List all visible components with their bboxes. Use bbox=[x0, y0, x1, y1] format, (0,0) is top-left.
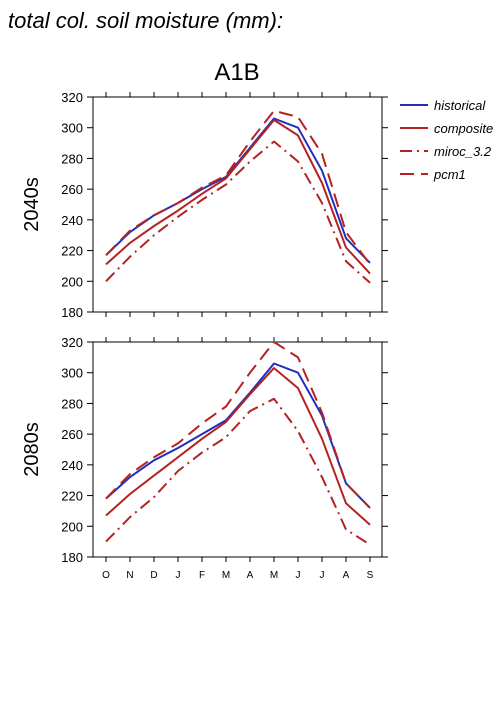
chart-panels: 180 200 220 240 260 280 300 320 2040s 180 200 220 24… bbox=[21, 90, 388, 581]
x-tick-label: O bbox=[102, 570, 110, 581]
panel-2040s: 180 200 220 240 260 280 300 320 2040s bbox=[21, 90, 388, 320]
x-tick-label: F bbox=[199, 570, 205, 581]
series-line-miroc-3-2 bbox=[105, 397, 371, 546]
row-label: 2040s bbox=[21, 177, 43, 232]
panel-2080s: 180 200 220 240 260 280 300 320 2080s O N D J F M A M J J A… bbox=[21, 335, 388, 581]
x-tick-label: S bbox=[367, 570, 374, 581]
series-line-composite bbox=[105, 367, 371, 526]
series-line-historical bbox=[105, 362, 371, 509]
series-line-pcm1 bbox=[105, 109, 371, 265]
x-tick-label: D bbox=[150, 570, 157, 581]
series-line-historical bbox=[105, 117, 371, 264]
y-tick-label: 280 bbox=[61, 396, 83, 411]
y-tick-label: 200 bbox=[61, 274, 83, 289]
x-tick-label: M bbox=[270, 570, 278, 581]
y-tick-label: 260 bbox=[61, 182, 83, 197]
y-tick-label: 280 bbox=[61, 151, 83, 166]
y-tick-label: 240 bbox=[61, 213, 83, 228]
y-tick-label: 180 bbox=[61, 305, 83, 320]
legend-label: historical bbox=[434, 98, 486, 113]
legend-label: pcm1 bbox=[433, 167, 466, 182]
y-tick-label: 220 bbox=[61, 244, 83, 259]
y-tick-label: 260 bbox=[61, 427, 83, 442]
y-tick-label: 240 bbox=[61, 458, 83, 473]
x-tick-label: A bbox=[247, 570, 254, 581]
x-tick-label: J bbox=[176, 570, 181, 581]
x-tick-label: J bbox=[320, 570, 325, 581]
legend-label: composite bbox=[434, 121, 493, 136]
panel-frame bbox=[92, 341, 383, 558]
scenario-title: A1B bbox=[214, 59, 259, 86]
y-tick-label: 320 bbox=[61, 90, 83, 105]
figure-title: total col. soil moisture (mm): bbox=[8, 8, 283, 33]
series-line-pcm1 bbox=[105, 341, 371, 509]
y-tick-label: 220 bbox=[61, 489, 83, 504]
x-tick-label: A bbox=[343, 570, 350, 581]
y-tick-label: 320 bbox=[61, 335, 83, 350]
row-label: 2080s bbox=[21, 422, 43, 477]
legend-label: miroc_3.2 bbox=[434, 144, 492, 159]
series-line-miroc-3-2 bbox=[105, 140, 371, 284]
x-tick-label: N bbox=[126, 570, 133, 581]
y-tick-label: 300 bbox=[61, 366, 83, 381]
panel-frame bbox=[92, 96, 383, 313]
chart-legend: historical composite miroc_3.2 pcm1 bbox=[400, 98, 493, 182]
y-tick-label: 180 bbox=[61, 550, 83, 565]
series-line-composite bbox=[105, 119, 371, 275]
x-tick-label: M bbox=[222, 570, 230, 581]
y-tick-label: 200 bbox=[61, 519, 83, 534]
y-tick-label: 300 bbox=[61, 121, 83, 136]
x-tick-label: J bbox=[296, 570, 301, 581]
